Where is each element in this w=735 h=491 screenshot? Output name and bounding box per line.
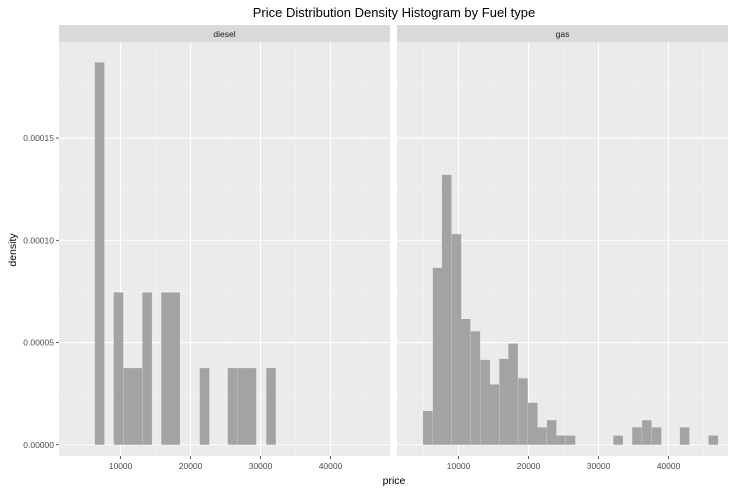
x-tick-label: 30000 [249,461,273,471]
histogram-bar [613,435,623,445]
x-tick-label: 10000 [109,461,133,471]
facet-panel-diesel: diesel [59,25,390,456]
histogram-bar [508,343,518,445]
gridlines [397,42,728,456]
histogram-bar [708,435,719,445]
histogram-bar [423,411,433,445]
x-tick-label: 20000 [179,461,203,471]
histogram-bar [642,420,652,445]
gridlines [59,42,390,456]
x-tick-label: 20000 [517,461,541,471]
histogram-bar [246,368,257,445]
histogram-bar [480,359,490,445]
histogram-bar [170,292,180,445]
histogram-bar [451,234,462,445]
histogram-bar [470,331,481,445]
facet-strip-label: gas [556,29,570,39]
histogram-bar [555,435,566,445]
histogram-bar [123,368,134,445]
histogram-bar [632,427,642,445]
chart-title: Price Distribution Density Histogram by … [253,5,536,20]
facet-panels: diesel gas [59,25,728,456]
histogram-bars [423,174,719,445]
x-axis-title: price [383,475,406,487]
histogram-bar [161,292,171,445]
y-axis-title: density [7,233,19,267]
histogram-bar [94,62,105,445]
y-tick-label: 0.00015 [23,133,54,143]
facet-strip [397,25,728,42]
facet-strip [59,25,390,42]
histogram-bar [227,368,238,445]
histogram-bar [537,427,547,445]
histogram-bar [441,174,452,445]
histogram-bar [113,292,124,445]
histogram-bar [142,292,152,445]
histogram-bars [94,62,276,445]
x-axes: 10000 20000 30000 40000 10000 20000 30000 40000 [109,456,681,471]
histogram-bar [518,378,528,445]
histogram-bar [528,402,538,445]
histogram-bar [237,368,248,445]
y-tick-label: 0.00005 [23,338,54,348]
histogram-bar [546,420,557,445]
facet-panel-gas: gas [397,25,728,456]
histogram-bar [489,384,500,445]
histogram-bar [565,435,576,445]
facet-strip-label: diesel [213,29,235,39]
histogram-bar [679,427,690,445]
y-tick-label: 0.00000 [23,440,54,450]
x-tick-label: 40000 [657,461,681,471]
histogram-bar [132,368,143,445]
y-axis: 0.00000 0.00005 0.00010 0.00015 [23,133,59,450]
histogram-bar [432,267,443,445]
histogram-bar [651,427,662,445]
histogram-bar [266,368,276,445]
x-tick-label: 40000 [319,461,343,471]
x-axis-gas: 10000 20000 30000 40000 [447,456,681,471]
x-tick-label: 30000 [587,461,611,471]
histogram-bar [499,358,509,445]
y-tick-label: 0.00010 [23,235,54,245]
x-axis-diesel: 10000 20000 30000 40000 [109,456,343,471]
x-tick-label: 10000 [447,461,471,471]
histogram-bar [199,368,210,445]
histogram-bar [460,319,471,445]
